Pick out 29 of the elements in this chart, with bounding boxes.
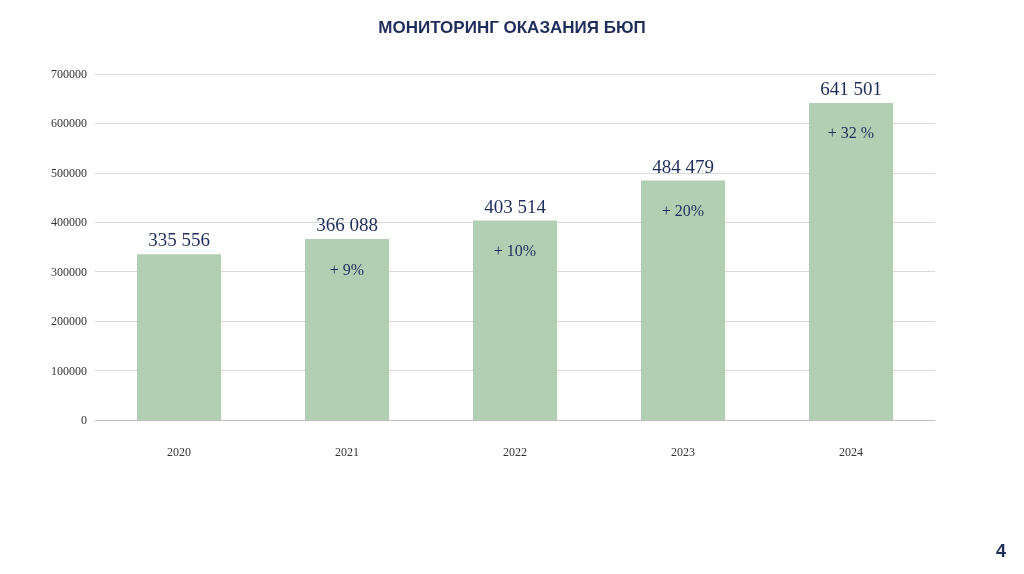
y-tick-label: 600000 xyxy=(51,116,87,131)
y-tick-label: 0 xyxy=(81,413,87,427)
bar xyxy=(473,220,557,420)
data-label: 484 479 xyxy=(652,155,714,177)
annotation: + 20% xyxy=(661,202,705,220)
bar xyxy=(137,254,221,420)
x-tick-label: 2022 xyxy=(503,445,527,459)
y-tick-label: 300000 xyxy=(51,264,87,279)
x-tick-label: 2023 xyxy=(671,445,695,459)
bar xyxy=(641,180,725,420)
chart-title: МОНИТОРИНГ ОКАЗАНИЯ БЮП xyxy=(378,18,646,37)
data-label: 366 088 xyxy=(316,214,378,236)
y-tick-label: 700000 xyxy=(51,67,87,81)
data-label: 641 501 xyxy=(820,77,882,99)
x-tick-label: 2024 xyxy=(839,445,863,459)
data-label: 403 514 xyxy=(484,195,547,217)
bar xyxy=(809,102,893,420)
data-label: 335 556 xyxy=(148,229,210,251)
bar xyxy=(305,239,389,420)
text: 4 xyxy=(995,541,1006,561)
y-tick-label: 200000 xyxy=(51,314,87,329)
x-tick-label: 2021 xyxy=(335,445,359,459)
y-tick-label: 400000 xyxy=(51,215,87,230)
y-tick-label: 100000 xyxy=(51,363,87,378)
y-tick-label: 500000 xyxy=(51,165,87,180)
annotation: + 9% xyxy=(329,260,365,278)
annotation: + 10% xyxy=(493,242,537,260)
annotation: + 32 % xyxy=(827,124,875,142)
x-tick-label: 2020 xyxy=(167,445,191,459)
